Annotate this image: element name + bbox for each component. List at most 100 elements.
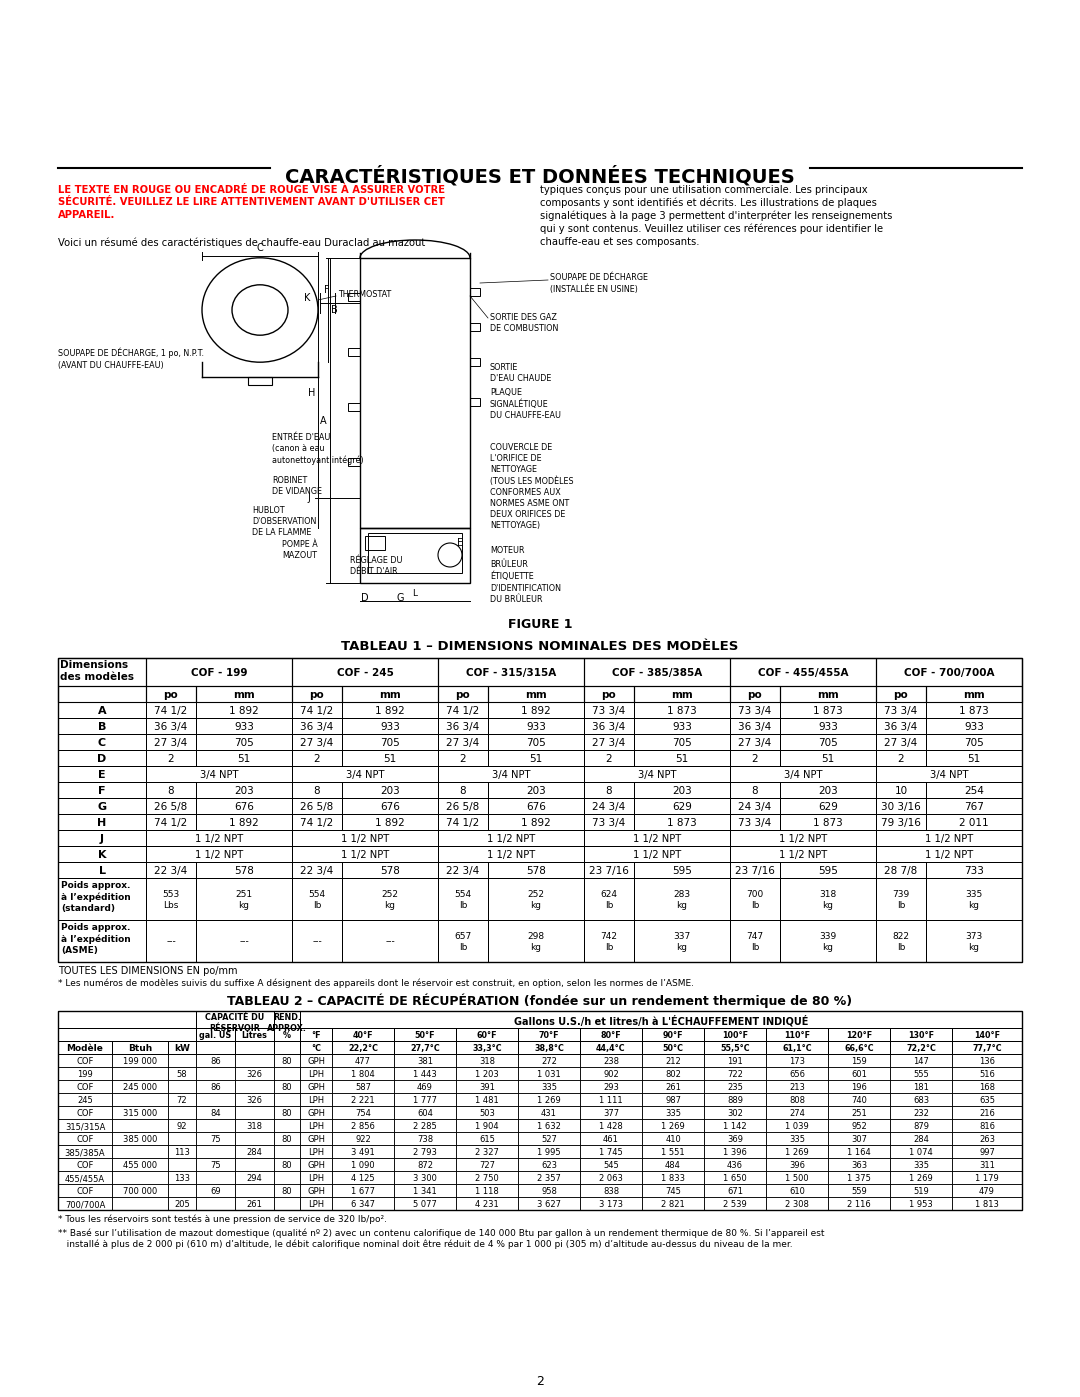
Text: 3 300: 3 300 — [413, 1173, 437, 1183]
Text: 738: 738 — [417, 1134, 433, 1144]
Bar — [58, 1067, 112, 1080]
Text: ---: --- — [312, 937, 322, 947]
Text: LPH: LPH — [308, 1097, 324, 1105]
Bar — [342, 703, 438, 718]
Text: 302: 302 — [727, 1109, 743, 1118]
Text: 705: 705 — [380, 738, 400, 747]
Bar — [518, 1067, 580, 1080]
Text: 3/4 NPT: 3/4 NPT — [784, 770, 822, 780]
Text: 318: 318 — [480, 1058, 495, 1066]
Bar — [890, 1119, 951, 1132]
Bar — [642, 1146, 704, 1158]
Text: 80: 80 — [282, 1161, 293, 1171]
Bar — [332, 1041, 394, 1053]
Text: 74 1/2: 74 1/2 — [300, 819, 334, 828]
Text: 36 3/4: 36 3/4 — [739, 722, 771, 732]
Bar — [146, 658, 292, 686]
Text: GPH: GPH — [307, 1109, 325, 1118]
Text: 1 428: 1 428 — [599, 1122, 623, 1132]
Text: RÉGLAGE DU
DÉBIT D'AIR: RÉGLAGE DU DÉBIT D'AIR — [350, 556, 403, 576]
Bar — [580, 1053, 642, 1067]
Bar — [58, 703, 146, 718]
Text: 997: 997 — [980, 1148, 995, 1157]
Text: po: po — [456, 690, 471, 700]
Text: Poids approx.
à l’expédition
(standard): Poids approx. à l’expédition (standard) — [60, 882, 131, 912]
Text: L: L — [98, 866, 106, 876]
Text: 51: 51 — [383, 754, 396, 764]
Text: 293: 293 — [603, 1083, 619, 1092]
Bar — [642, 1106, 704, 1119]
Text: po: po — [747, 690, 762, 700]
Bar — [518, 1132, 580, 1146]
Bar — [766, 1028, 828, 1041]
Text: COF - 385/385A: COF - 385/385A — [612, 668, 702, 678]
Bar — [348, 402, 360, 411]
Bar — [580, 1185, 642, 1197]
Text: 326: 326 — [246, 1070, 262, 1078]
Text: COF: COF — [77, 1161, 94, 1171]
Text: 727: 727 — [480, 1161, 495, 1171]
Text: 373
kg: 373 kg — [966, 932, 983, 951]
Bar — [360, 258, 470, 528]
Bar — [951, 1067, 1022, 1080]
Bar — [642, 1053, 704, 1067]
Text: 604: 604 — [417, 1109, 433, 1118]
Bar — [456, 1092, 518, 1106]
Bar — [300, 1106, 332, 1119]
Text: E: E — [457, 538, 463, 548]
Bar — [766, 1106, 828, 1119]
Bar — [394, 1080, 456, 1092]
Bar — [332, 1028, 394, 1041]
Text: 130°F: 130°F — [908, 1031, 934, 1039]
Text: 742
lb: 742 lb — [600, 932, 618, 951]
Text: 8: 8 — [606, 787, 612, 796]
Bar — [926, 862, 1022, 877]
Text: COF: COF — [77, 1083, 94, 1092]
Bar — [58, 1119, 112, 1132]
Bar — [488, 814, 584, 830]
Bar — [634, 686, 730, 703]
Bar — [730, 658, 876, 686]
Bar — [58, 1028, 195, 1041]
Bar — [332, 1080, 394, 1092]
Text: mm: mm — [963, 690, 985, 700]
Text: 3/4 NPT: 3/4 NPT — [346, 770, 384, 780]
Bar — [518, 1106, 580, 1119]
Text: 623: 623 — [541, 1161, 557, 1171]
Text: 100°F: 100°F — [723, 1031, 748, 1039]
Bar — [58, 766, 146, 782]
Bar — [926, 814, 1022, 830]
Bar — [766, 1158, 828, 1171]
Bar — [438, 862, 488, 877]
Text: 1 892: 1 892 — [229, 819, 259, 828]
Bar — [951, 1158, 1022, 1171]
Bar — [580, 1119, 642, 1132]
Text: 2: 2 — [460, 754, 467, 764]
Text: 455/455A: 455/455A — [65, 1173, 105, 1183]
Text: 216: 216 — [980, 1109, 995, 1118]
Text: 173: 173 — [789, 1058, 805, 1066]
Text: 252
kg: 252 kg — [381, 890, 399, 909]
Text: 284: 284 — [913, 1134, 929, 1144]
Text: 396: 396 — [789, 1161, 805, 1171]
Text: COF - 315/315A: COF - 315/315A — [465, 668, 556, 678]
Text: 745: 745 — [665, 1187, 680, 1196]
Bar — [195, 814, 292, 830]
Text: 23 7/16: 23 7/16 — [589, 866, 629, 876]
Bar — [518, 1158, 580, 1171]
Text: H: H — [308, 388, 315, 398]
Bar — [642, 1158, 704, 1171]
Text: 120°F: 120°F — [846, 1031, 872, 1039]
Bar — [58, 814, 146, 830]
Bar — [580, 1197, 642, 1210]
Bar — [580, 1106, 642, 1119]
Text: LE TEXTE EN ROUGE OU ENCADRÉ DE ROUGE VISE À ASSURER VOTRE
SÉCURITÉ. VEUILLEZ LE: LE TEXTE EN ROUGE OU ENCADRÉ DE ROUGE VI… — [58, 184, 445, 219]
Text: 1 873: 1 873 — [813, 705, 842, 717]
Bar — [274, 1146, 300, 1158]
Text: B: B — [330, 305, 338, 314]
Bar — [584, 658, 730, 686]
Text: 26 5/8: 26 5/8 — [154, 802, 188, 812]
Text: TOUTES LES DIMENSIONS EN po/mm: TOUTES LES DIMENSIONS EN po/mm — [58, 965, 238, 977]
Text: 1 500: 1 500 — [785, 1173, 809, 1183]
Bar — [58, 1011, 1022, 1210]
